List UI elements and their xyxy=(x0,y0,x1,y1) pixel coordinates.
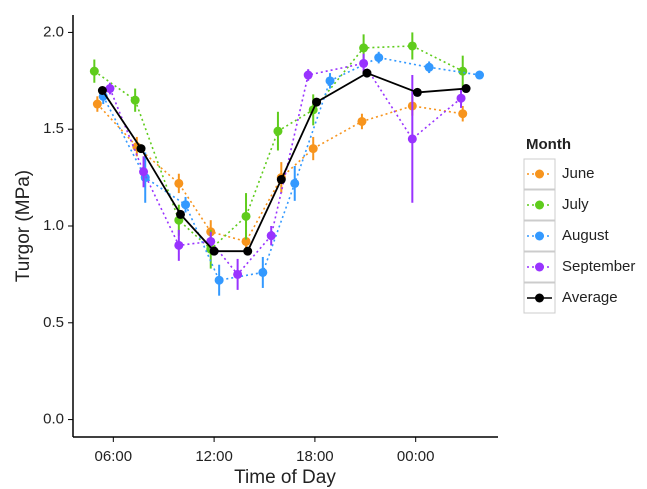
data-point xyxy=(258,267,268,277)
data-point xyxy=(308,144,318,154)
data-point xyxy=(312,97,322,107)
data-point xyxy=(290,178,300,188)
data-point xyxy=(475,70,485,80)
legend-label: September xyxy=(562,258,635,275)
data-point xyxy=(461,84,471,94)
y-tick-label: 2.0 xyxy=(43,23,64,40)
legend-dot xyxy=(535,169,544,179)
legend-dot xyxy=(535,231,544,241)
y-tick-label: 1.0 xyxy=(43,217,64,234)
legend-dot xyxy=(535,262,544,272)
legend-label: July xyxy=(562,196,589,213)
series-line xyxy=(102,56,480,282)
data-point xyxy=(105,84,115,94)
legend-label: August xyxy=(562,227,610,244)
data-point xyxy=(130,95,140,105)
data-point xyxy=(325,76,335,86)
data-point xyxy=(276,175,286,185)
x-tick-label: 00:00 xyxy=(397,448,435,465)
data-point xyxy=(176,209,186,219)
data-point xyxy=(174,240,184,250)
data-point xyxy=(412,87,422,97)
data-point xyxy=(181,200,191,210)
data-point xyxy=(359,58,369,68)
y-tick-label: 0.5 xyxy=(43,314,64,331)
x-tick-label: 12:00 xyxy=(195,448,233,465)
legend-dot xyxy=(535,293,544,303)
data-point xyxy=(243,246,253,256)
y-axis-title: Turgor (MPa) xyxy=(13,170,34,282)
legend-key xyxy=(523,251,556,283)
data-point xyxy=(424,62,434,72)
series-line xyxy=(109,62,462,276)
data-point xyxy=(456,93,466,103)
legend-title: Month xyxy=(526,136,571,153)
data-point xyxy=(97,85,107,95)
x-tick-label: 06:00 xyxy=(95,448,133,465)
legend-dot xyxy=(535,200,544,210)
data-point xyxy=(174,178,184,188)
data-point xyxy=(139,167,149,177)
data-point xyxy=(92,99,102,109)
data-point xyxy=(359,43,369,53)
data-point xyxy=(362,68,372,78)
y-tick-label: 0.0 xyxy=(43,411,64,428)
legend-label: Average xyxy=(562,289,618,306)
data-point xyxy=(233,269,243,279)
y-tick-label: 1.5 xyxy=(43,120,64,137)
data-point xyxy=(273,126,283,136)
data-point xyxy=(407,41,417,51)
data-point xyxy=(303,70,313,80)
data-point xyxy=(214,275,224,285)
data-point xyxy=(241,211,251,221)
x-axis-title: Time of Day xyxy=(234,467,336,488)
x-tick-label: 18:00 xyxy=(296,448,334,465)
data-point xyxy=(241,236,251,246)
data-point xyxy=(209,246,219,256)
data-point xyxy=(374,53,384,63)
series-line xyxy=(96,103,463,243)
legend-label: June xyxy=(562,165,595,182)
data-point xyxy=(136,144,146,154)
data-point xyxy=(89,66,99,76)
series-line xyxy=(93,45,464,251)
data-point xyxy=(357,116,367,126)
data-point xyxy=(266,231,276,241)
data-point xyxy=(458,109,468,119)
series-line xyxy=(101,72,467,253)
data-point xyxy=(407,134,417,144)
